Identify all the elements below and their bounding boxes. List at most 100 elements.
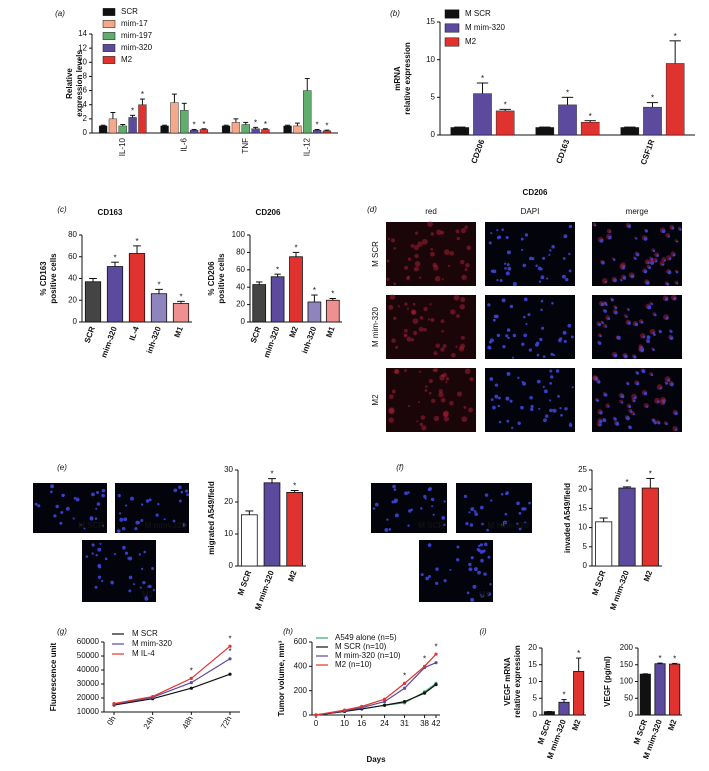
cell-signal — [403, 328, 408, 333]
bar — [620, 127, 640, 136]
y-tick-label: 0 — [629, 710, 634, 719]
nucleus — [621, 401, 624, 404]
panel-label: (b) — [390, 9, 400, 18]
cell-signal — [441, 329, 445, 333]
nucleus — [83, 527, 86, 530]
x-tick-label: 38 — [420, 719, 429, 728]
nucleus — [505, 334, 509, 338]
nucleus — [89, 516, 94, 521]
cell-signal — [456, 391, 463, 397]
bar — [240, 514, 258, 567]
bar — [307, 301, 322, 323]
nucleus — [97, 547, 102, 552]
y-tick-label: 50 — [624, 693, 633, 702]
cell-signal — [443, 416, 450, 422]
nucleus — [560, 413, 563, 417]
nucleus — [601, 260, 605, 265]
nucleus — [607, 405, 610, 408]
nucleus — [509, 304, 514, 309]
nucleus — [647, 305, 652, 310]
nucleus — [652, 348, 655, 352]
cell-signal — [404, 265, 409, 270]
nucleus — [567, 323, 572, 328]
legend-label: mim-320 — [121, 43, 153, 52]
y-tick-label: 0 — [583, 561, 588, 570]
bar — [199, 129, 209, 134]
nucleus — [507, 266, 512, 271]
nucleus — [662, 263, 665, 266]
y-axis-label: VEGF mRNA — [503, 657, 512, 706]
cell-signal — [430, 251, 435, 257]
nucleus — [676, 240, 679, 243]
nucleus — [656, 400, 660, 403]
nucleus — [487, 592, 492, 596]
nucleus — [596, 399, 600, 403]
nucleus — [480, 593, 483, 596]
nucleus — [184, 489, 189, 493]
cell-signal — [407, 405, 411, 408]
nucleus — [523, 333, 528, 338]
significance: * — [625, 478, 628, 487]
significance: * — [113, 253, 116, 262]
cell-signal — [427, 318, 431, 321]
nucleus — [599, 334, 602, 338]
nucleus — [531, 257, 535, 261]
nucleus — [664, 297, 669, 301]
panel-label: (i) — [479, 627, 486, 636]
nucleus — [494, 383, 499, 387]
nucleus — [520, 237, 524, 241]
nucleus — [59, 521, 63, 525]
nucleus — [568, 423, 573, 427]
nucleus — [615, 421, 620, 426]
nucleus — [665, 422, 668, 426]
nucleus — [518, 527, 522, 531]
x-tick-label: 72h — [219, 715, 233, 731]
x-tick-label: TNF — [241, 138, 250, 154]
cell-signal — [460, 297, 466, 303]
nucleus — [600, 302, 605, 307]
nucleus — [157, 502, 160, 506]
x-tick-label: IL-10 — [118, 137, 127, 156]
nucleus — [604, 280, 607, 283]
cell-signal — [391, 389, 396, 394]
y-axis-label: VEGF (pg/ml) — [603, 656, 612, 707]
nucleus — [435, 581, 439, 586]
cell-signal — [414, 253, 419, 259]
nucleus — [517, 376, 520, 380]
bar — [639, 673, 651, 716]
cell-signal — [459, 259, 465, 265]
legend-label: M mim-320 — [465, 23, 506, 32]
nucleus — [628, 405, 632, 409]
y-tick-label: 0 — [229, 561, 234, 570]
cell-signal — [393, 316, 397, 320]
x-tick-label: CSF1R — [639, 138, 657, 166]
nucleus — [551, 244, 555, 249]
panel-label: (d) — [367, 205, 377, 214]
nucleus — [479, 543, 484, 547]
cell-signal — [656, 384, 663, 391]
legend-label: mim-17 — [121, 19, 148, 28]
cell-signal — [442, 411, 449, 418]
nucleus — [601, 321, 604, 325]
point — [402, 681, 407, 685]
nucleus — [568, 224, 573, 229]
nucleus — [505, 271, 510, 276]
nucleus — [607, 317, 611, 321]
nucleus — [602, 418, 607, 423]
nucleus — [147, 585, 150, 588]
nucleus — [474, 512, 479, 517]
cell-signal — [410, 338, 415, 342]
nucleus — [128, 589, 132, 593]
nucleus — [393, 488, 397, 491]
point — [360, 704, 364, 709]
row-label: M mim-320 — [371, 306, 380, 347]
nucleus — [632, 399, 636, 403]
nucleus — [483, 542, 488, 547]
nucleus — [132, 583, 136, 586]
nucleus — [487, 555, 491, 559]
nucleus — [632, 413, 636, 416]
nucleus — [676, 282, 679, 285]
nucleus — [443, 500, 446, 503]
nucleus — [599, 419, 603, 424]
